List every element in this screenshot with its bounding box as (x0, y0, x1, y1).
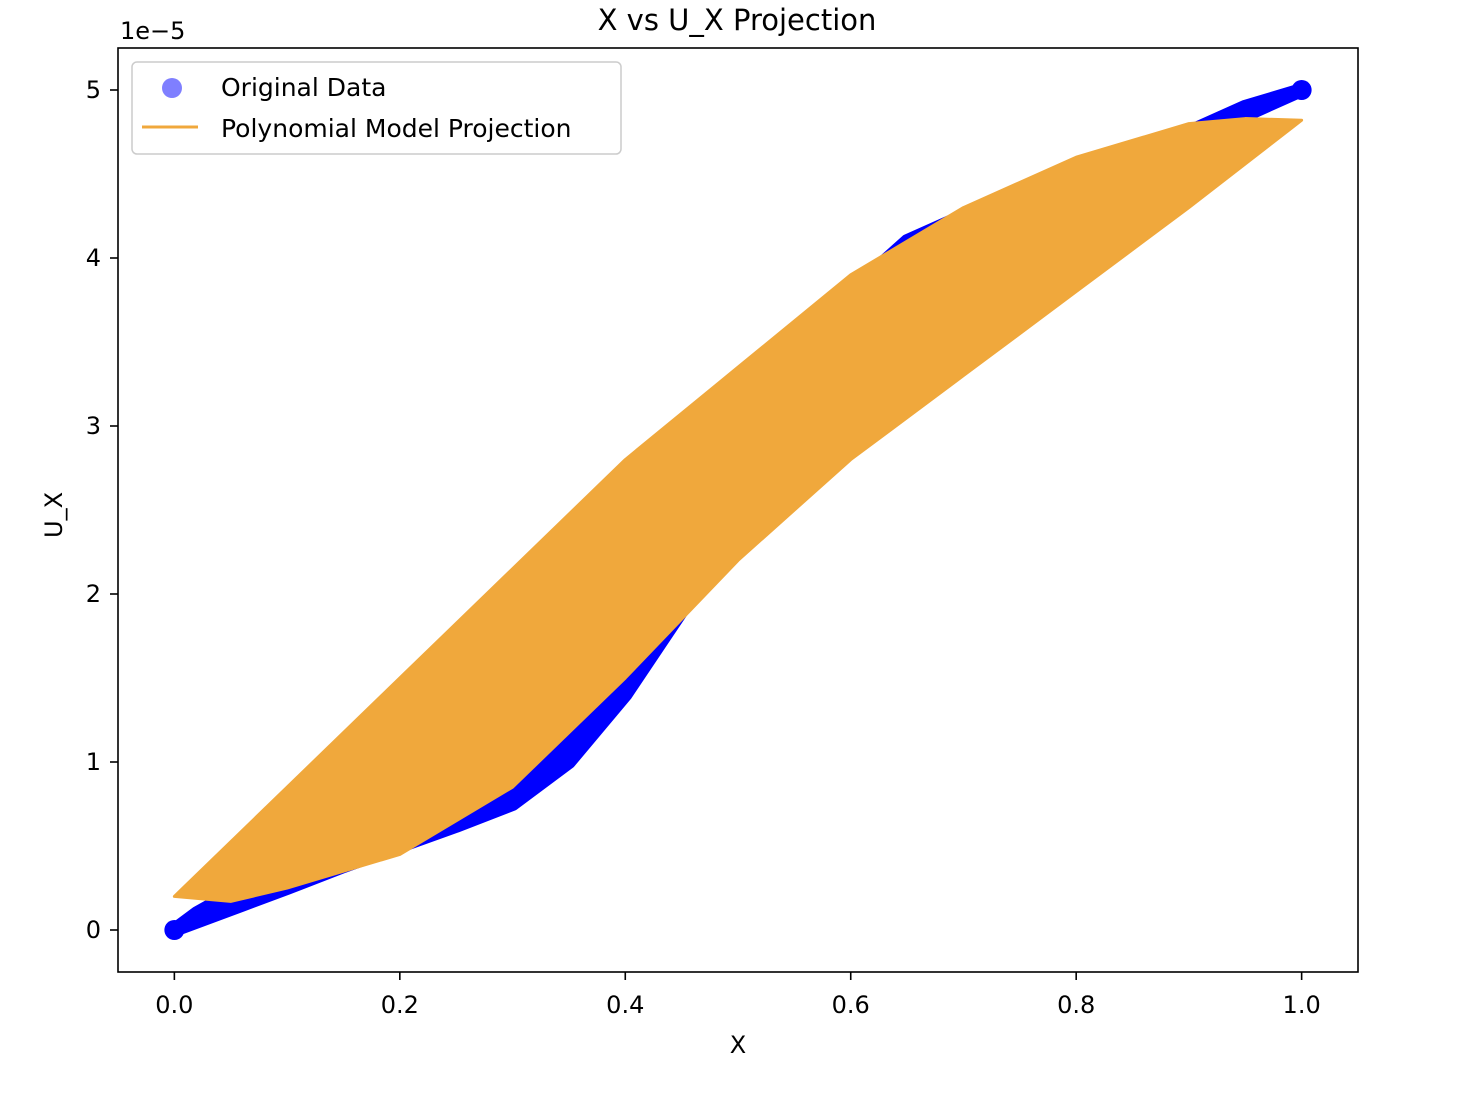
y-offset-label: 1e−5 (120, 17, 185, 45)
y-tick-label: 0 (86, 916, 101, 944)
legend-marker-original-data (162, 78, 182, 98)
x-tick-label: 1.0 (1283, 991, 1321, 1019)
x-tick-label: 0.8 (1057, 991, 1095, 1019)
legend-label-polynomial-model: Polynomial Model Projection (221, 114, 572, 143)
y-tick-label: 5 (86, 76, 101, 104)
x-tick-label: 0.0 (155, 991, 193, 1019)
legend: Original Data Polynomial Model Projectio… (131, 61, 622, 155)
y-tick-label: 4 (86, 244, 101, 272)
data-point-original-data-0 (164, 920, 185, 940)
plot-frame (117, 47, 1359, 973)
y-tick-label: 1 (86, 748, 101, 776)
legend-label-original-data: Original Data (221, 73, 386, 102)
y-axis: 0 1 2 3 4 5 (86, 76, 118, 944)
y-tick-label: 3 (86, 412, 101, 440)
x-tick-label: 0.4 (606, 991, 644, 1019)
chart-title: X vs U_X Projection (598, 3, 877, 37)
x-tick-label: 0.6 (832, 991, 870, 1019)
y-axis-label: U_X (40, 492, 68, 538)
x-axis-label: X (730, 1031, 746, 1059)
data-point-original-data-1 (1291, 80, 1312, 100)
legend-box (131, 61, 622, 155)
series-polynomial-model-projection (172, 117, 1304, 903)
x-tick-label: 0.2 (381, 991, 419, 1019)
y-tick-label: 2 (86, 580, 101, 608)
plot-area (117, 47, 1359, 973)
x-axis: 0.0 0.2 0.4 0.6 0.8 1.0 (155, 972, 1321, 1019)
series-band-polynomial-model-projection (172, 117, 1304, 903)
